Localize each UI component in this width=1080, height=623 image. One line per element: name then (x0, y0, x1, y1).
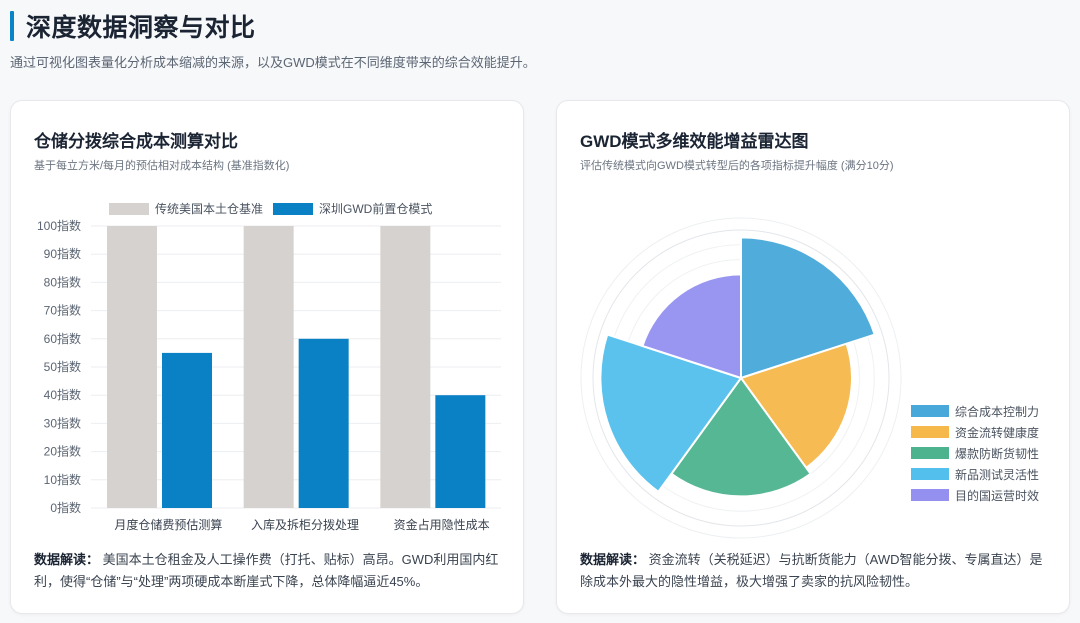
legend-swatch-2 (273, 203, 313, 215)
page-title: 深度数据洞察与对比 (26, 14, 256, 42)
radar-ring (592, 229, 890, 527)
y-tick-label: 0指数 (50, 500, 81, 515)
bar-1-1 (107, 226, 157, 508)
y-tick-label: 50指数 (44, 359, 81, 374)
bar-insight-text: 美国本土仓租金及人工操作费（打托、贴标）高昂。GWD利用国内红利，使得“仓储”与… (34, 552, 499, 589)
sector-3 (670, 376, 812, 498)
radar-card-subtitle: 评估传统模式向GWD模式转型后的各项指标提升幅度 (满分10分) (580, 160, 894, 172)
y-tick-label: 80指数 (44, 274, 81, 289)
bar-2-3 (435, 395, 486, 508)
bar-1-2 (243, 226, 294, 508)
legend-swatch-3 (911, 447, 949, 459)
legend-swatch-1 (911, 405, 949, 417)
sector-4 (599, 333, 743, 494)
legend-label-5: 目的国运营时效 (955, 488, 1039, 503)
legend-swatch-5 (911, 489, 949, 501)
y-tick-label: 40指数 (44, 387, 81, 402)
y-tick-label: 10指数 (44, 472, 81, 487)
bar-2-1 (162, 352, 212, 508)
bar-2-2 (298, 338, 349, 508)
x-tick-label: 月度仓储费预估测算 (114, 517, 222, 532)
radar-insight: 数据解读： 资金流转（关税延迟）与抗断货能力（AWD智能分拨、专属直达）是除成本… (580, 549, 1050, 593)
sector-5 (641, 273, 742, 380)
legend-swatch-4 (911, 468, 949, 480)
radar-card-title: GWD模式多维效能增益雷达图 (580, 132, 809, 151)
legend-swatch-2 (911, 426, 949, 438)
x-tick-label: 资金占用隐性成本 (394, 517, 490, 532)
page-subtitle: 通过可视化图表量化分析成本缩减的来源，以及GWD模式在不同维度带来的综合效能提升… (10, 55, 536, 70)
legend-label-2: 资金流转健康度 (955, 425, 1039, 440)
y-tick-label: 60指数 (44, 331, 81, 346)
legend-label-3: 爆款防断货韧性 (955, 446, 1039, 461)
bar-card-subtitle: 基于每立方米/每月的预估相对成本结构 (基准指数化) (34, 160, 290, 172)
y-tick-label: 100指数 (37, 218, 81, 233)
page-header: 深度数据洞察与对比 通过可视化图表量化分析成本缩减的来源，以及GWD模式在不同维… (10, 8, 1070, 71)
efficiency-radar-card: GWD模式多维效能增益雷达图 评估传统模式向GWD模式转型后的各项指标提升幅度 … (556, 100, 1070, 614)
y-tick-label: 30指数 (44, 415, 81, 430)
y-tick-label: 90指数 (44, 246, 81, 261)
cost-comparison-card: 仓储分拨综合成本测算对比 基于每立方米/每月的预估相对成本结构 (基准指数化) … (10, 100, 524, 614)
bar-insight-lead: 数据解读： (34, 552, 100, 567)
legend-label-4: 新品测试灵活性 (955, 467, 1039, 482)
title-accent-bar (10, 11, 14, 41)
legend-swatch-1 (109, 203, 149, 215)
sector-2 (739, 342, 854, 470)
sector-1 (740, 236, 876, 380)
radar-insight-lead: 数据解读： (580, 552, 646, 567)
bar-chart: 传统美国本土仓基准 深圳GWD前置仓模式 0指数 10指数 20指数 30指数 40指数 50… (37, 201, 501, 532)
title-row: 深度数据洞察与对比 (10, 8, 1070, 44)
bar-card-title: 仓储分拨综合成本测算对比 (34, 132, 238, 151)
radar-insight-text: 资金流转（关税延迟）与抗断货能力（AWD智能分拨、专属直达）是除成本外最大的隐性… (580, 552, 1043, 589)
legend-label-1: 综合成本控制力 (955, 404, 1039, 419)
legend-label-1: 传统美国本土仓基准 (155, 201, 263, 216)
y-tick-label: 70指数 (44, 303, 81, 318)
x-tick-label: 入库及拆柜分拨处理 (251, 517, 359, 532)
radar-outer-ring (580, 217, 902, 539)
y-tick-label: 20指数 (44, 444, 81, 459)
bar-insight: 数据解读： 美国本土仓租金及人工操作费（打托、贴标）高昂。GWD利用国内红利，使… (34, 549, 504, 593)
bar-1-3 (380, 226, 431, 508)
legend-label-2: 深圳GWD前置仓模式 (319, 201, 432, 216)
